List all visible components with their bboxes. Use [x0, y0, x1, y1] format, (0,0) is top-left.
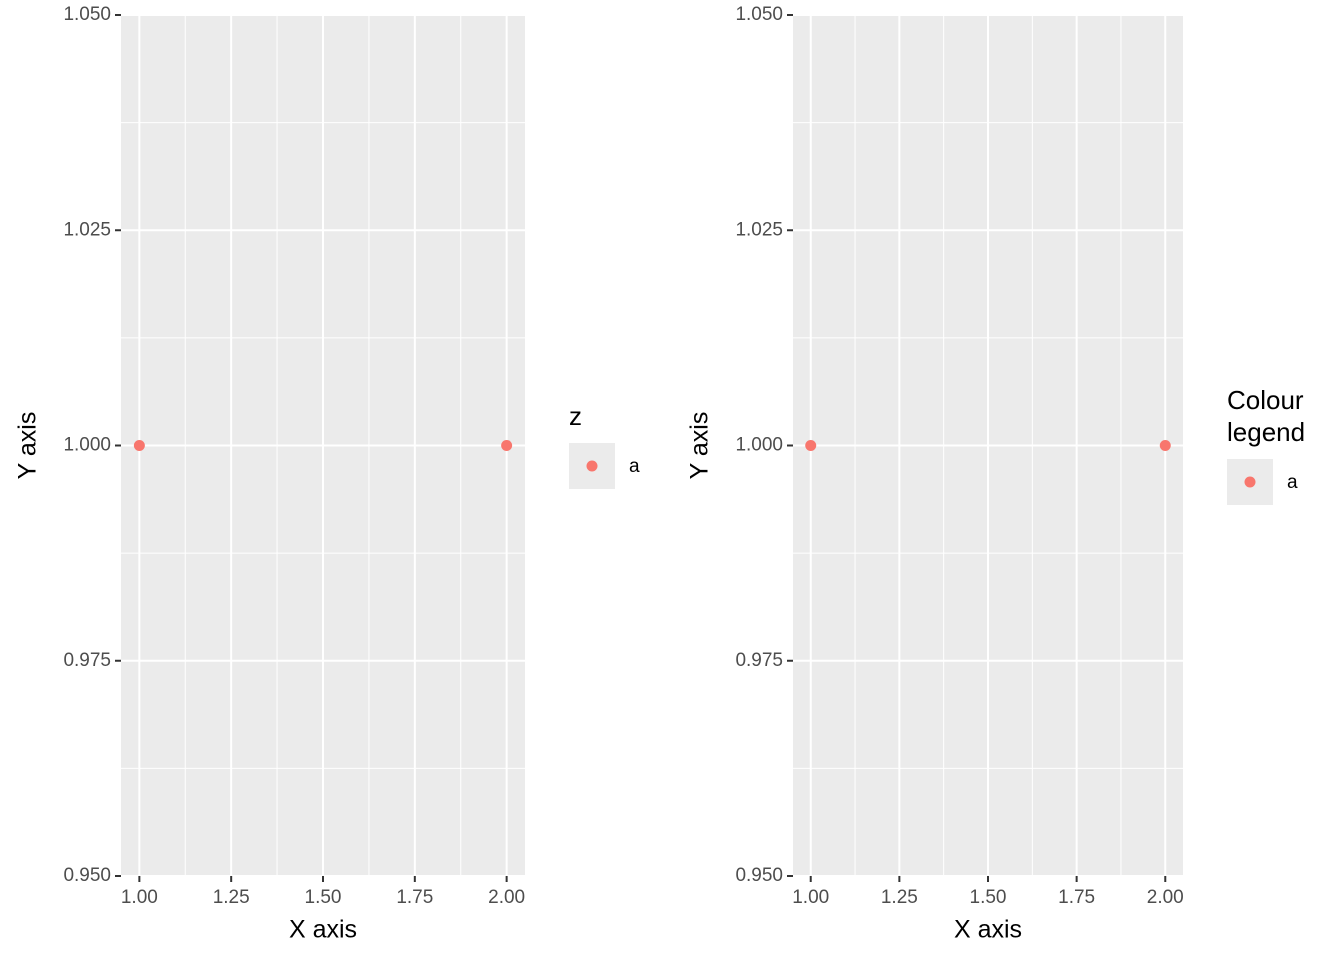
- y-tick-label: 1.000: [735, 435, 783, 456]
- y-tick-label: 0.975: [735, 650, 783, 671]
- y-tick-label: 1.025: [63, 219, 111, 240]
- y-tick-label: 1.025: [735, 219, 783, 240]
- legend-title: Colour legend: [1227, 385, 1306, 447]
- point: [501, 440, 513, 451]
- legend-label: a: [629, 456, 640, 477]
- point: [133, 440, 145, 451]
- x-tick-label: 1.25: [881, 887, 918, 908]
- x-axis-title: X axis: [289, 916, 357, 944]
- point: [1159, 440, 1171, 451]
- x-tick-label: 2.00: [1147, 887, 1184, 908]
- x-tick-label: 1.00: [121, 887, 158, 908]
- x-tick-label: 2.00: [488, 887, 525, 908]
- point: [805, 440, 817, 451]
- x-tick-label: 1.75: [396, 887, 433, 908]
- legend-symbol: [586, 460, 598, 472]
- x-tick-label: 1.00: [792, 887, 829, 908]
- y-axis-title: Y axis: [14, 412, 42, 480]
- x-tick-label: 1.75: [1058, 887, 1095, 908]
- x-axis-title: X axis: [954, 916, 1022, 944]
- y-tick-label: 0.950: [735, 865, 783, 886]
- x-tick-label: 1.50: [305, 887, 342, 908]
- y-tick-label: 1.050: [735, 4, 783, 25]
- y-tick-label: 1.000: [63, 435, 111, 456]
- x-tick-label: 1.50: [970, 887, 1007, 908]
- legend-symbol: [1244, 476, 1256, 488]
- y-tick-label: 0.950: [63, 865, 111, 886]
- legend-label: a: [1287, 472, 1298, 493]
- y-axis-title: Y axis: [686, 412, 714, 480]
- legend-title: z: [569, 401, 582, 431]
- x-tick-label: 1.25: [213, 887, 250, 908]
- y-tick-label: 0.975: [63, 650, 111, 671]
- y-tick-label: 1.050: [63, 4, 111, 25]
